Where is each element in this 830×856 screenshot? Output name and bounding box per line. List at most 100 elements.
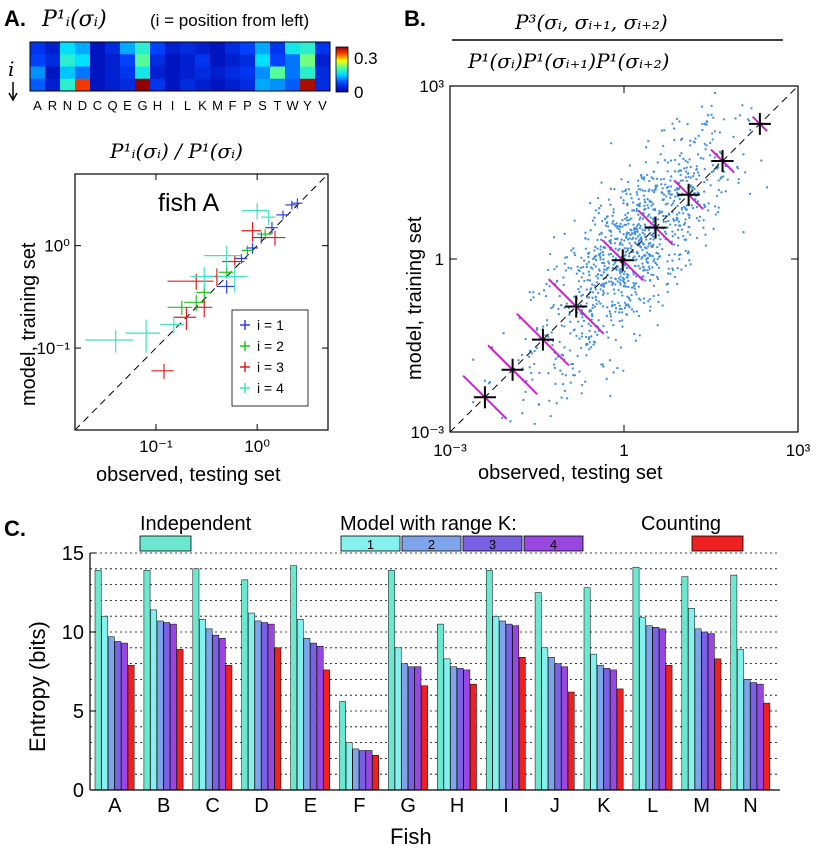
scatter-b-dot [703, 167, 706, 171]
legend-independent-swatch [139, 535, 192, 552]
scatter-b-dot [606, 215, 609, 218]
scatter-b-dot [656, 275, 659, 279]
entropy-bar [707, 633, 715, 791]
scatter-b-dot [599, 245, 602, 248]
entropy-bar [603, 668, 611, 791]
scatter-b-dot [631, 256, 635, 260]
entropy-bar [150, 609, 157, 791]
scatter-b-dot [627, 255, 631, 258]
scatter-b-dot [686, 160, 689, 164]
scatter-b-dot [618, 248, 621, 251]
entropy-bar [339, 701, 346, 791]
scatter-b-dot [619, 242, 622, 245]
entropy-x-ticks: A B C D E F G H I J K L M N [108, 795, 758, 817]
heatmap-cell [300, 42, 316, 55]
scatter-b-dot [596, 196, 600, 200]
scatter-b-dot [633, 255, 636, 258]
scatter-b-dot [554, 382, 557, 386]
scatter-a-legend-label: i = 2 [257, 338, 284, 354]
entropy-y-tick-label: 10 [62, 622, 84, 644]
entropy-bar [763, 702, 771, 791]
heatmap-cell [225, 66, 241, 80]
heatmap-cell [255, 54, 271, 67]
scatter-b-dot [613, 223, 616, 226]
scatter-b-dot [748, 119, 751, 122]
scatter-b-dot [537, 403, 540, 406]
scatter-b-dot [545, 323, 549, 327]
scatter-b-x-tick-label: 10³ [786, 441, 811, 460]
entropy-x-tick-label: E [304, 795, 317, 817]
scatter-b-dot [580, 335, 584, 338]
scatter-b-dot [602, 284, 605, 288]
scatter-b-bins [462, 112, 771, 420]
scatter-b-dot [629, 233, 632, 237]
scatter-b-dot [608, 262, 611, 265]
scatter-b-dot [563, 262, 566, 265]
heatmap-cell [90, 78, 106, 92]
scatter-b-dot [632, 310, 636, 313]
scatter-b-dot [668, 190, 671, 193]
scatter-b-dot [619, 196, 623, 199]
scatter-b-dot [624, 254, 627, 257]
scatter-b-dot [689, 263, 692, 266]
scatter-b-dot [696, 171, 700, 174]
scatter-b-dot [565, 302, 568, 305]
scatter-b-dot [573, 219, 576, 222]
scatter-b-dot [577, 287, 580, 291]
scatter-b-dot [697, 219, 701, 222]
scatter-b-dot [652, 220, 655, 224]
entropy-bar [143, 570, 151, 791]
scatter-b-dot [645, 146, 648, 149]
scatter-b-dot [629, 193, 632, 196]
scatter-b-dot [623, 189, 627, 193]
scatter-b-dot [635, 242, 638, 246]
scatter-b-dot [626, 238, 630, 241]
legend-model-swatch [462, 535, 523, 552]
scatter-b-dot [627, 279, 630, 283]
entropy-x-tick-label: N [743, 795, 757, 817]
heatmap-x-tick-label: H [153, 98, 162, 113]
scatter-b-dot [624, 304, 627, 307]
scatter-b-dot [684, 176, 687, 179]
scatter-b-dot [621, 325, 624, 328]
entropy-bar [267, 623, 275, 791]
heatmap-cell [195, 54, 211, 67]
entropy-bar [127, 664, 135, 791]
scatter-b-dot [717, 188, 721, 192]
scatter-b-dot [611, 214, 614, 217]
scatter-b-dot [648, 179, 651, 183]
scatter-b-dot [676, 188, 679, 191]
scatter-b-dot [642, 297, 646, 300]
scatter-b-y-tick-label: 1 [435, 250, 444, 269]
heatmap-cell [75, 78, 91, 92]
scatter-b-dot [658, 243, 661, 246]
scatter-b-dot [612, 255, 615, 258]
scatter-b-dot [599, 283, 603, 287]
scatter-b-dot [575, 272, 578, 275]
scatter-b-dot [610, 319, 613, 322]
scatter-b-dot [637, 297, 641, 300]
scatter-b-dot [601, 293, 605, 296]
heatmap-cell [225, 42, 241, 55]
legend-model-key-label: 3 [489, 537, 496, 552]
scatter-a-y-tick-label: 10⁰ [44, 237, 70, 256]
scatter-b-dot [625, 192, 628, 195]
scatter-b-dot [640, 257, 643, 260]
scatter-a-points [85, 198, 303, 379]
scatter-b-dot [713, 205, 717, 208]
scatter-b-dot [633, 241, 637, 244]
scatter-b-dot [535, 327, 539, 330]
scatter-b-dot [608, 359, 612, 362]
scatter-b-dot [663, 159, 667, 162]
entropy-bar [296, 619, 304, 791]
scatter-b-dot [611, 219, 615, 223]
scatter-b-dot [599, 302, 602, 305]
scatter-b-dot [599, 238, 603, 241]
scatter-b-dot [623, 239, 626, 242]
heatmap-x-tick-label: G [137, 98, 147, 113]
scatter-b-dot [687, 250, 690, 253]
scatter-b-dot [648, 200, 651, 203]
scatter-b-dot [548, 285, 551, 288]
scatter-b-dot [742, 153, 745, 156]
scatter-b-dot [630, 229, 633, 232]
